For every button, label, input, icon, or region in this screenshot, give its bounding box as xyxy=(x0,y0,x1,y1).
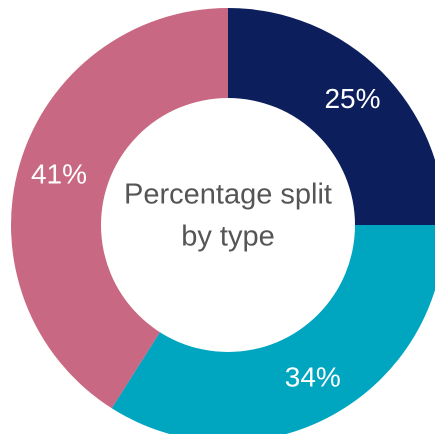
center-title-line-1: Percentage split xyxy=(124,179,332,211)
slice-labels: 25% 34% 41% xyxy=(31,83,381,393)
slice-label-1: 25% xyxy=(324,83,380,114)
donut-hole xyxy=(101,98,355,352)
slice-label-2: 34% xyxy=(285,362,341,393)
slice-label-3: 41% xyxy=(31,158,87,189)
center-title-line-2: by type xyxy=(181,221,275,253)
